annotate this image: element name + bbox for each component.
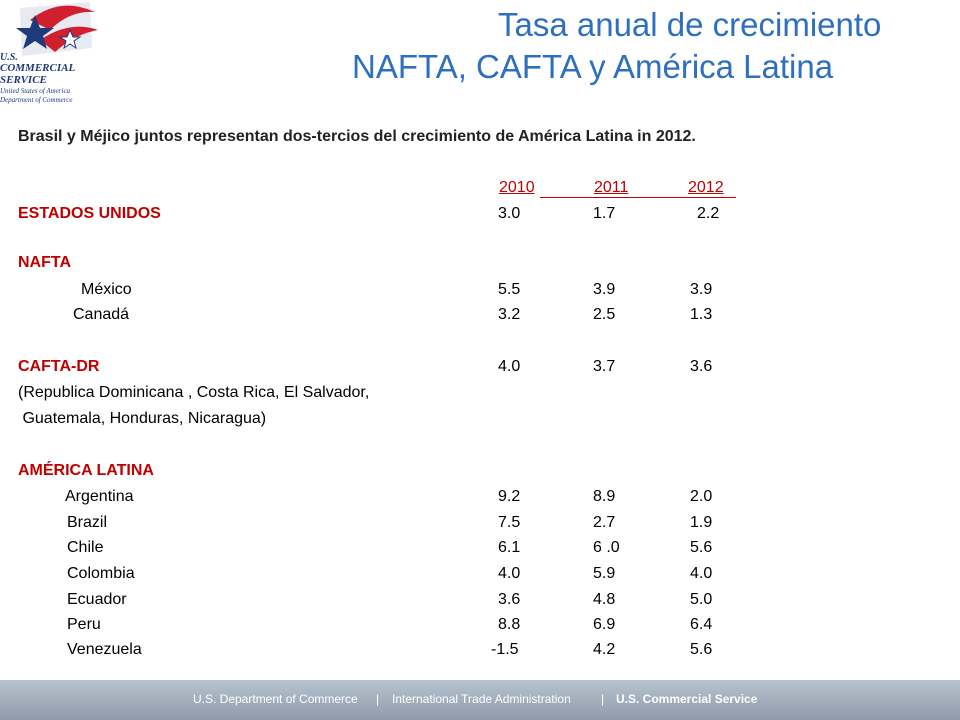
title-line-1: Tasa anual de crecimiento: [498, 6, 882, 43]
table-row-chile: Chile 6.1 6 .0 5.6: [0, 539, 960, 565]
row-label: AMÉRICA LATINA: [18, 462, 154, 479]
value-2010: 4.0: [498, 565, 521, 582]
year-header-underline: [540, 197, 736, 198]
row-label: ESTADOS UNIDOS: [18, 205, 161, 222]
value-2012: 4.0: [690, 565, 713, 582]
footer-separator: |: [376, 692, 380, 706]
value-2010: 4.0: [498, 358, 521, 375]
value-2010: 9.2: [498, 488, 521, 505]
title-line-2: NAFTA, CAFTA y América Latina: [352, 48, 834, 85]
value-2011: 2.7: [593, 514, 616, 531]
value-2012: 1.3: [690, 306, 713, 323]
footer-commercial-service: U.S. Commercial Service: [616, 692, 758, 706]
cafta-countries-note-line-1: (Republica Dominicana , Costa Rica, El S…: [18, 384, 370, 401]
section-heading-nafta: NAFTA: [0, 254, 960, 280]
value-2010: -1.5: [491, 641, 519, 658]
value-2010: 3.6: [498, 591, 521, 608]
footer-bar: U.S. Department of Commerce | Internatio…: [0, 680, 960, 720]
year-header-2012: 2012: [688, 179, 724, 196]
flag-star-emblem-icon: [16, 2, 98, 56]
value-2011: 4.2: [593, 641, 616, 658]
value-2011: 8.9: [593, 488, 616, 505]
value-2011: 6.9: [593, 616, 616, 633]
value-2012: 3.6: [690, 358, 713, 375]
value-2012: 1.9: [690, 514, 713, 531]
row-label: Argentina: [65, 488, 134, 505]
value-2010: 3.2: [498, 306, 521, 323]
value-2010: 7.5: [498, 514, 521, 531]
value-2012: 6.4: [690, 616, 713, 633]
value-2012: 3.9: [690, 281, 713, 298]
value-2012: 5.6: [690, 539, 713, 556]
row-label: NAFTA: [18, 254, 72, 271]
table-row-ecuador: Ecuador 3.6 4.8 5.0: [0, 591, 960, 617]
value-2011: 6 .0: [593, 539, 620, 556]
row-label: CAFTA-DR: [18, 358, 100, 375]
table-row-peru: Peru 8.8 6.9 6.4: [0, 616, 960, 642]
row-label: Brazil: [67, 514, 108, 531]
row-label: México: [81, 281, 132, 298]
row-label: Ecuador: [67, 591, 127, 608]
value-2010: 8.8: [498, 616, 521, 633]
table-row-colombia: Colombia 4.0 5.9 4.0: [0, 565, 960, 591]
row-label: Colombia: [67, 565, 135, 582]
value-2012: 5.6: [690, 641, 713, 658]
table-row-estados-unidos: ESTADOS UNIDOS 3.0 1.7 2.2: [0, 205, 960, 231]
table-row-cafta-dr: CAFTA-DR 4.0 3.7 3.6: [0, 358, 960, 384]
year-header-2011: 2011: [594, 179, 629, 196]
value-2011: 3.9: [593, 281, 616, 298]
table-row-canada: Canadá 3.2 2.5 1.3: [0, 306, 960, 332]
us-commercial-service-logo: U.S. COMMERCIAL SERVICE United States of…: [0, 0, 105, 110]
value-2010: 3.0: [498, 205, 521, 222]
row-label: Venezuela: [67, 641, 142, 658]
value-2011: 3.7: [593, 358, 616, 375]
value-2012: 2.0: [690, 488, 713, 505]
value-2010: 6.1: [498, 539, 521, 556]
row-label: Peru: [67, 616, 101, 633]
table-row-mexico: México 5.5 3.9 3.9: [0, 281, 960, 307]
value-2011: 2.5: [593, 306, 616, 323]
intro-text: Brasil y Méjico juntos representan dos-t…: [18, 128, 696, 145]
row-label: Canadá: [73, 306, 130, 323]
value-2012: 2.2: [697, 205, 720, 222]
footer-department: U.S. Department of Commerce: [193, 692, 358, 706]
cafta-countries-note-line-2: Guatemala, Honduras, Nicaragua): [18, 410, 267, 427]
footer-separator: |: [601, 692, 605, 706]
row-label: Chile: [67, 539, 104, 556]
value-2011: 4.8: [593, 591, 616, 608]
value-2012: 5.0: [690, 591, 713, 608]
footer-ita: International Trade Administration: [392, 692, 571, 706]
year-header-2010: 2010: [499, 179, 535, 196]
table-row-venezuela: Venezuela -1.5 4.2 5.6: [0, 641, 960, 667]
table-row-brazil: Brazil 7.5 2.7 1.9: [0, 514, 960, 540]
value-2011: 5.9: [593, 565, 616, 582]
section-heading-america-latina: AMÉRICA LATINA: [0, 462, 960, 488]
table-row-argentina: Argentina 9.2 8.9 2.0: [0, 488, 960, 514]
value-2011: 1.7: [593, 205, 616, 222]
value-2010: 5.5: [498, 281, 521, 298]
